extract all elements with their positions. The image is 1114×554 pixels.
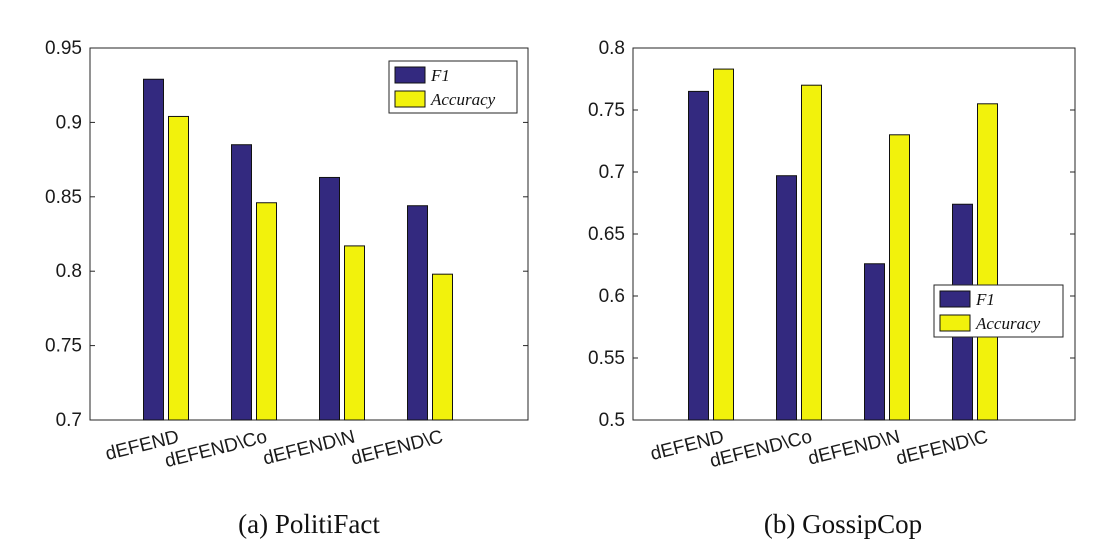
legend-label-f1: F1	[430, 66, 450, 85]
legend-swatch-f1	[939, 290, 971, 308]
bar-f1	[407, 205, 428, 421]
bar-accuracy	[889, 134, 910, 421]
x-tick-label: dEFEND\N	[261, 426, 357, 469]
x-tick-label: dEFEND\C	[894, 426, 990, 469]
bar-accuracy	[344, 245, 365, 421]
bar-accuracy	[432, 273, 453, 421]
bar-accuracy	[256, 202, 277, 421]
y-tick-label: 0.6	[599, 286, 625, 307]
y-tick-label: 0.8	[599, 38, 625, 59]
y-tick-label: 0.85	[45, 187, 82, 208]
bar-f1	[143, 78, 164, 421]
y-tick-label: 0.9	[56, 112, 82, 133]
y-tick-label: 0.75	[45, 336, 82, 357]
y-tick-label: 0.8	[56, 261, 82, 282]
x-tick-label: dEFEND\Co	[163, 426, 270, 472]
y-tick-label: 0.7	[56, 410, 82, 431]
subfigure-caption: (a) PolitiFact	[238, 509, 380, 539]
chart-b: 0.50.550.60.650.70.750.8dEFENDdEFEND\Cod…	[588, 38, 1076, 539]
legend-label-f1: F1	[975, 290, 995, 309]
y-tick-label: 0.95	[45, 38, 82, 59]
y-tick-label: 0.7	[599, 162, 625, 183]
x-tick-label: dEFEND\N	[806, 426, 902, 469]
y-tick-label: 0.75	[588, 100, 625, 121]
legend-label-accuracy: Accuracy	[430, 90, 496, 109]
bar-accuracy	[977, 103, 998, 421]
legend-swatch-accuracy	[394, 90, 426, 108]
y-tick-label: 0.5	[599, 410, 625, 431]
legend-label-accuracy: Accuracy	[975, 314, 1041, 333]
x-tick-label: dEFEND\C	[349, 426, 445, 469]
x-tick-label: dEFEND\Co	[708, 426, 815, 472]
bar-accuracy	[168, 115, 189, 421]
bar-f1	[688, 90, 709, 421]
bar-f1	[231, 144, 252, 421]
y-tick-label: 0.65	[588, 224, 625, 245]
legend: F1 Accuracy	[933, 284, 1064, 338]
legend-swatch-f1	[394, 66, 426, 84]
bar-accuracy	[713, 68, 734, 421]
plot-frame	[89, 47, 529, 421]
y-tick-label: 0.55	[588, 348, 625, 369]
legend: F1 Accuracy	[388, 60, 518, 114]
bar-f1	[864, 263, 885, 421]
bar-accuracy	[801, 84, 822, 421]
subfigure-caption: (b) GossipCop	[764, 509, 922, 539]
bar-f1	[776, 175, 797, 421]
legend-swatch-accuracy	[939, 314, 971, 332]
chart-a: 0.70.750.80.850.90.95dEFENDdEFEND\CodEFE…	[45, 38, 529, 539]
bar-f1	[319, 176, 340, 421]
